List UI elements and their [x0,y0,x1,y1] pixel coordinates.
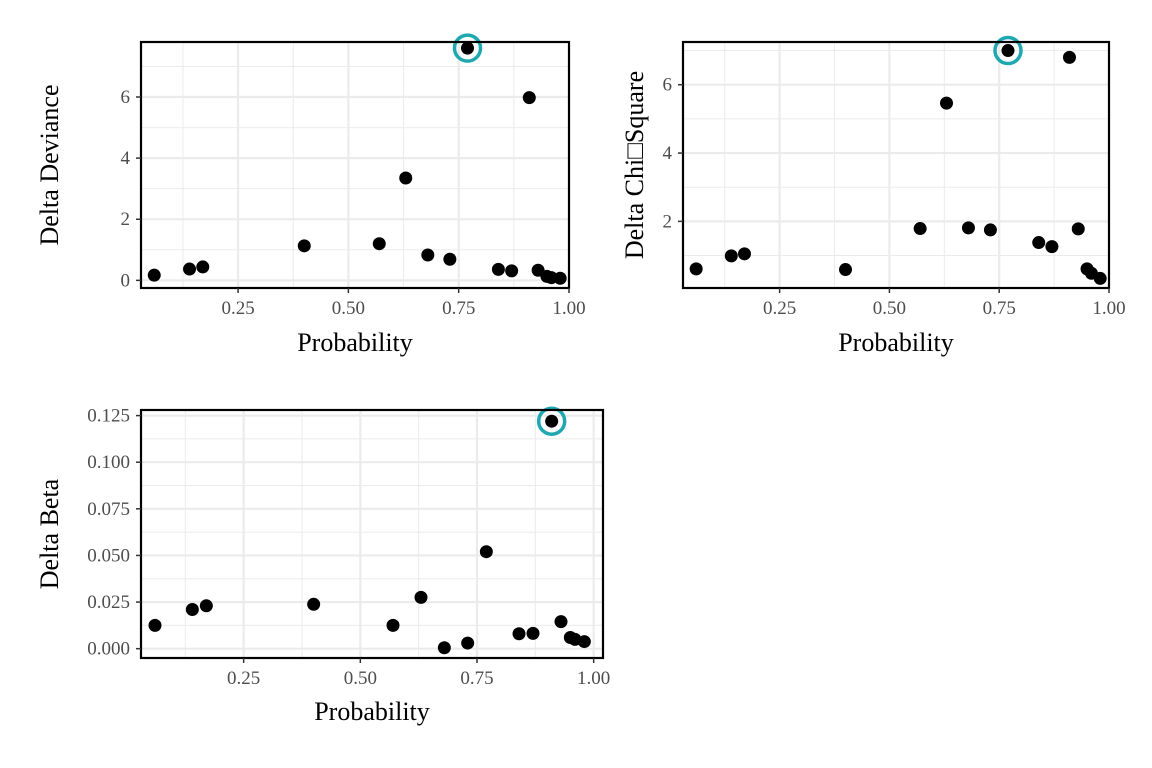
panel-border [681,40,1111,290]
y-tick-label: 6 [121,87,131,108]
data-point [491,262,505,276]
panel-deviance: 0.25 0.50 0.75 1.00 0 2 4 6 Probability Delta Dev… [35,33,586,357]
y-tick-label: 0.075 [87,499,130,520]
data-point [1093,271,1107,285]
y-tick-label: 2 [663,211,673,232]
x-tick-label: 0.25 [763,298,796,319]
panel-border [139,408,605,660]
x-tick-label: 1.00 [1092,298,1125,319]
data-point [505,264,519,278]
data-point [399,171,413,185]
x-tick-label: 1.00 [552,298,585,319]
y-axis-title: Delta Deviance [35,85,64,246]
data-point [554,615,568,629]
data-point [414,590,428,604]
data-point [526,626,540,640]
data-point [297,239,311,253]
data-point [461,636,475,650]
data-point [913,222,927,236]
data-point [443,252,457,266]
data-point [1062,50,1076,64]
data-point [577,635,591,649]
data-point [461,41,475,55]
data-point [372,237,386,251]
data-point [1001,44,1015,58]
x-tick-label: 0.50 [344,668,377,689]
x-axis-title: Probability [314,697,430,726]
y-axis-title: Delta Beta [35,478,64,589]
highlight-ring [452,33,483,63]
data-point [737,247,751,261]
x-axis-title: Probability [838,328,954,357]
data-point [1071,222,1085,236]
panel-chisquare: 0.25 0.50 0.75 1.00 2 4 6 Probability Delta Chi□… [620,35,1126,357]
data-point [545,414,559,428]
data-point [724,249,738,263]
y-tick-label: 4 [121,148,131,169]
data-point [961,221,975,235]
data-point [307,597,321,611]
panel-background [141,410,603,658]
data-point [437,641,451,655]
y-tick-label: 0.000 [87,639,130,660]
data-point [512,627,526,641]
data-point [940,96,954,110]
data-point [838,263,852,277]
y-tick-label: 0 [121,270,131,291]
data-point [386,618,400,632]
data-point [185,603,199,617]
data-point [522,91,536,105]
data-point [148,618,162,632]
y-tick-label: 4 [663,143,673,164]
panel-background [141,42,569,288]
panel-beta: 0.25 0.50 0.75 1.00 0.000 0.025 0.050 0.075 0.10… [35,406,610,726]
y-tick-label: 2 [121,209,131,230]
data-point [147,268,161,282]
data-point [196,260,210,274]
x-tick-label: 0.25 [221,298,254,319]
data-point [553,271,567,285]
x-tick-label: 0.25 [227,668,260,689]
data-point [183,262,197,276]
y-tick-label: 0.125 [87,406,130,427]
y-tick-label: 6 [663,75,673,96]
x-axis-title: Probability [297,328,413,357]
data-point [689,262,703,276]
panel-border [139,40,571,290]
data-point [479,545,493,559]
highlight-ring [536,406,567,436]
highlight-ring [993,35,1023,66]
data-point [1032,236,1046,250]
data-point [983,223,997,237]
data-point [1045,240,1059,254]
data-point [421,248,435,262]
x-tick-label: 0.75 [460,668,493,689]
x-tick-label: 0.50 [873,298,906,319]
y-axis-title: Delta Chi□Square [620,71,649,259]
x-tick-label: 0.50 [332,298,365,319]
y-tick-label: 0.050 [87,545,130,566]
y-tick-label: 0.025 [87,592,130,613]
x-tick-label: 1.00 [577,668,610,689]
x-tick-label: 0.75 [983,298,1016,319]
x-tick-label: 0.75 [442,298,475,319]
data-point [199,599,213,613]
y-tick-label: 0.100 [87,452,130,473]
